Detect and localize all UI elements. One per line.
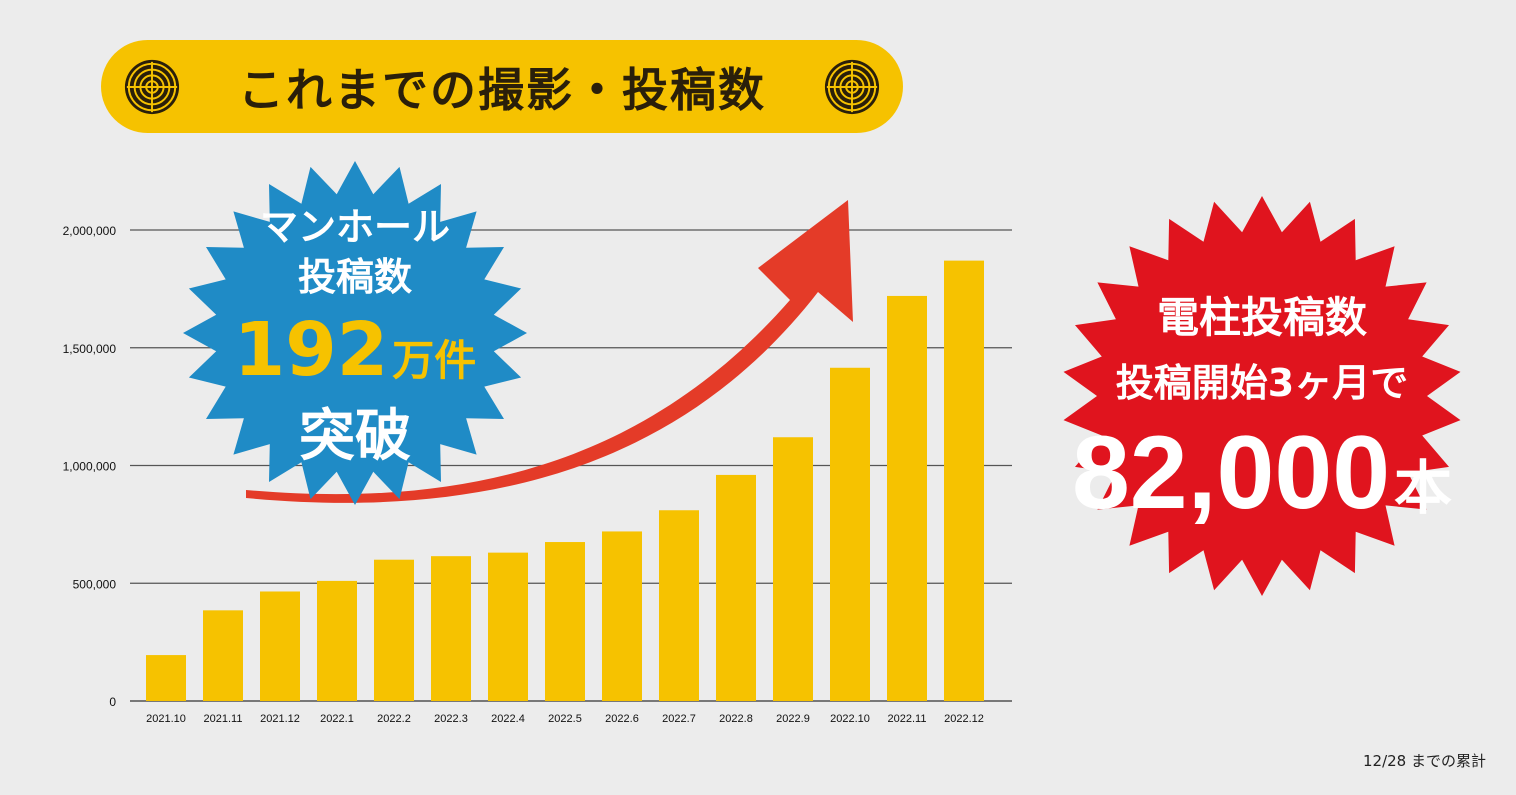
x-tick-label: 2022.6 <box>605 713 639 725</box>
manhole-badge-line4: 突破 <box>299 404 411 469</box>
manhole-badge-line1: マンホール <box>260 205 450 249</box>
bar <box>146 655 186 701</box>
manhole-badge-line2: 投稿数 <box>298 255 412 299</box>
x-tick-label: 2022.12 <box>944 713 984 725</box>
pole-badge-line2: 投稿開始3ヶ月で <box>1116 361 1408 405</box>
manhole-badge-number-unit: 万件 <box>392 336 476 385</box>
utility-pole-posts-badge: 電柱投稿数 投稿開始3ヶ月で 82,000本 <box>1063 196 1461 596</box>
pole-badge-number-value: 82,000 <box>1072 415 1390 531</box>
bar <box>716 474 756 701</box>
x-tick-label: 2021.10 <box>146 713 186 725</box>
y-tick-label: 1,000,000 <box>63 460 117 474</box>
bar <box>260 591 300 701</box>
bar <box>317 580 357 701</box>
bar <box>431 556 471 701</box>
manhole-cover-icon <box>124 59 180 115</box>
y-tick-label: 1,500,000 <box>63 342 117 356</box>
footnote: 12/28 までの累計 <box>1363 752 1486 770</box>
y-axis-tick-labels: 0 500,000 1,000,000 1,500,000 2,000,000 <box>63 224 117 709</box>
bar <box>488 552 528 701</box>
x-tick-label: 2022.2 <box>377 713 411 725</box>
pole-badge-number-unit: 本 <box>1394 454 1452 522</box>
bar <box>374 559 414 701</box>
x-tick-label: 2022.1 <box>320 713 354 725</box>
bar <box>773 437 813 701</box>
manhole-cover-icon <box>824 59 880 115</box>
y-tick-label: 500,000 <box>73 577 117 591</box>
bar <box>545 542 585 701</box>
bar <box>887 295 927 701</box>
pole-badge-number: 82,000本 <box>1072 415 1452 531</box>
bar <box>602 531 642 701</box>
bars <box>146 260 984 701</box>
y-tick-label: 2,000,000 <box>63 224 117 238</box>
y-tick-label: 0 <box>109 695 116 709</box>
x-tick-label: 2022.9 <box>776 713 810 725</box>
x-tick-label: 2022.5 <box>548 713 582 725</box>
manhole-badge-number-value: 192 <box>234 307 388 393</box>
page-title: これまでの撮影・投稿数 <box>238 62 766 117</box>
bar <box>944 260 984 701</box>
x-tick-label: 2022.3 <box>434 713 468 725</box>
x-tick-label: 2021.11 <box>204 713 243 725</box>
pole-badge-line1: 電柱投稿数 <box>1157 293 1367 342</box>
x-tick-label: 2022.11 <box>888 713 927 725</box>
x-tick-label: 2022.7 <box>662 713 696 725</box>
manhole-posts-badge: マンホール 投稿数 192万件 突破 <box>183 161 527 505</box>
x-tick-label: 2021.12 <box>260 713 300 725</box>
x-tick-label: 2022.10 <box>830 713 870 725</box>
x-tick-label: 2022.4 <box>491 713 525 725</box>
manhole-badge-number: 192万件 <box>234 307 476 393</box>
bar <box>203 610 243 701</box>
bar <box>659 510 699 701</box>
x-axis-tick-labels: 2021.10 2021.11 2021.12 2022.1 2022.2 2022.3 2… <box>146 713 984 725</box>
bar <box>830 367 870 701</box>
title-banner: これまでの撮影・投稿数 <box>101 40 903 133</box>
x-tick-label: 2022.8 <box>719 713 753 725</box>
